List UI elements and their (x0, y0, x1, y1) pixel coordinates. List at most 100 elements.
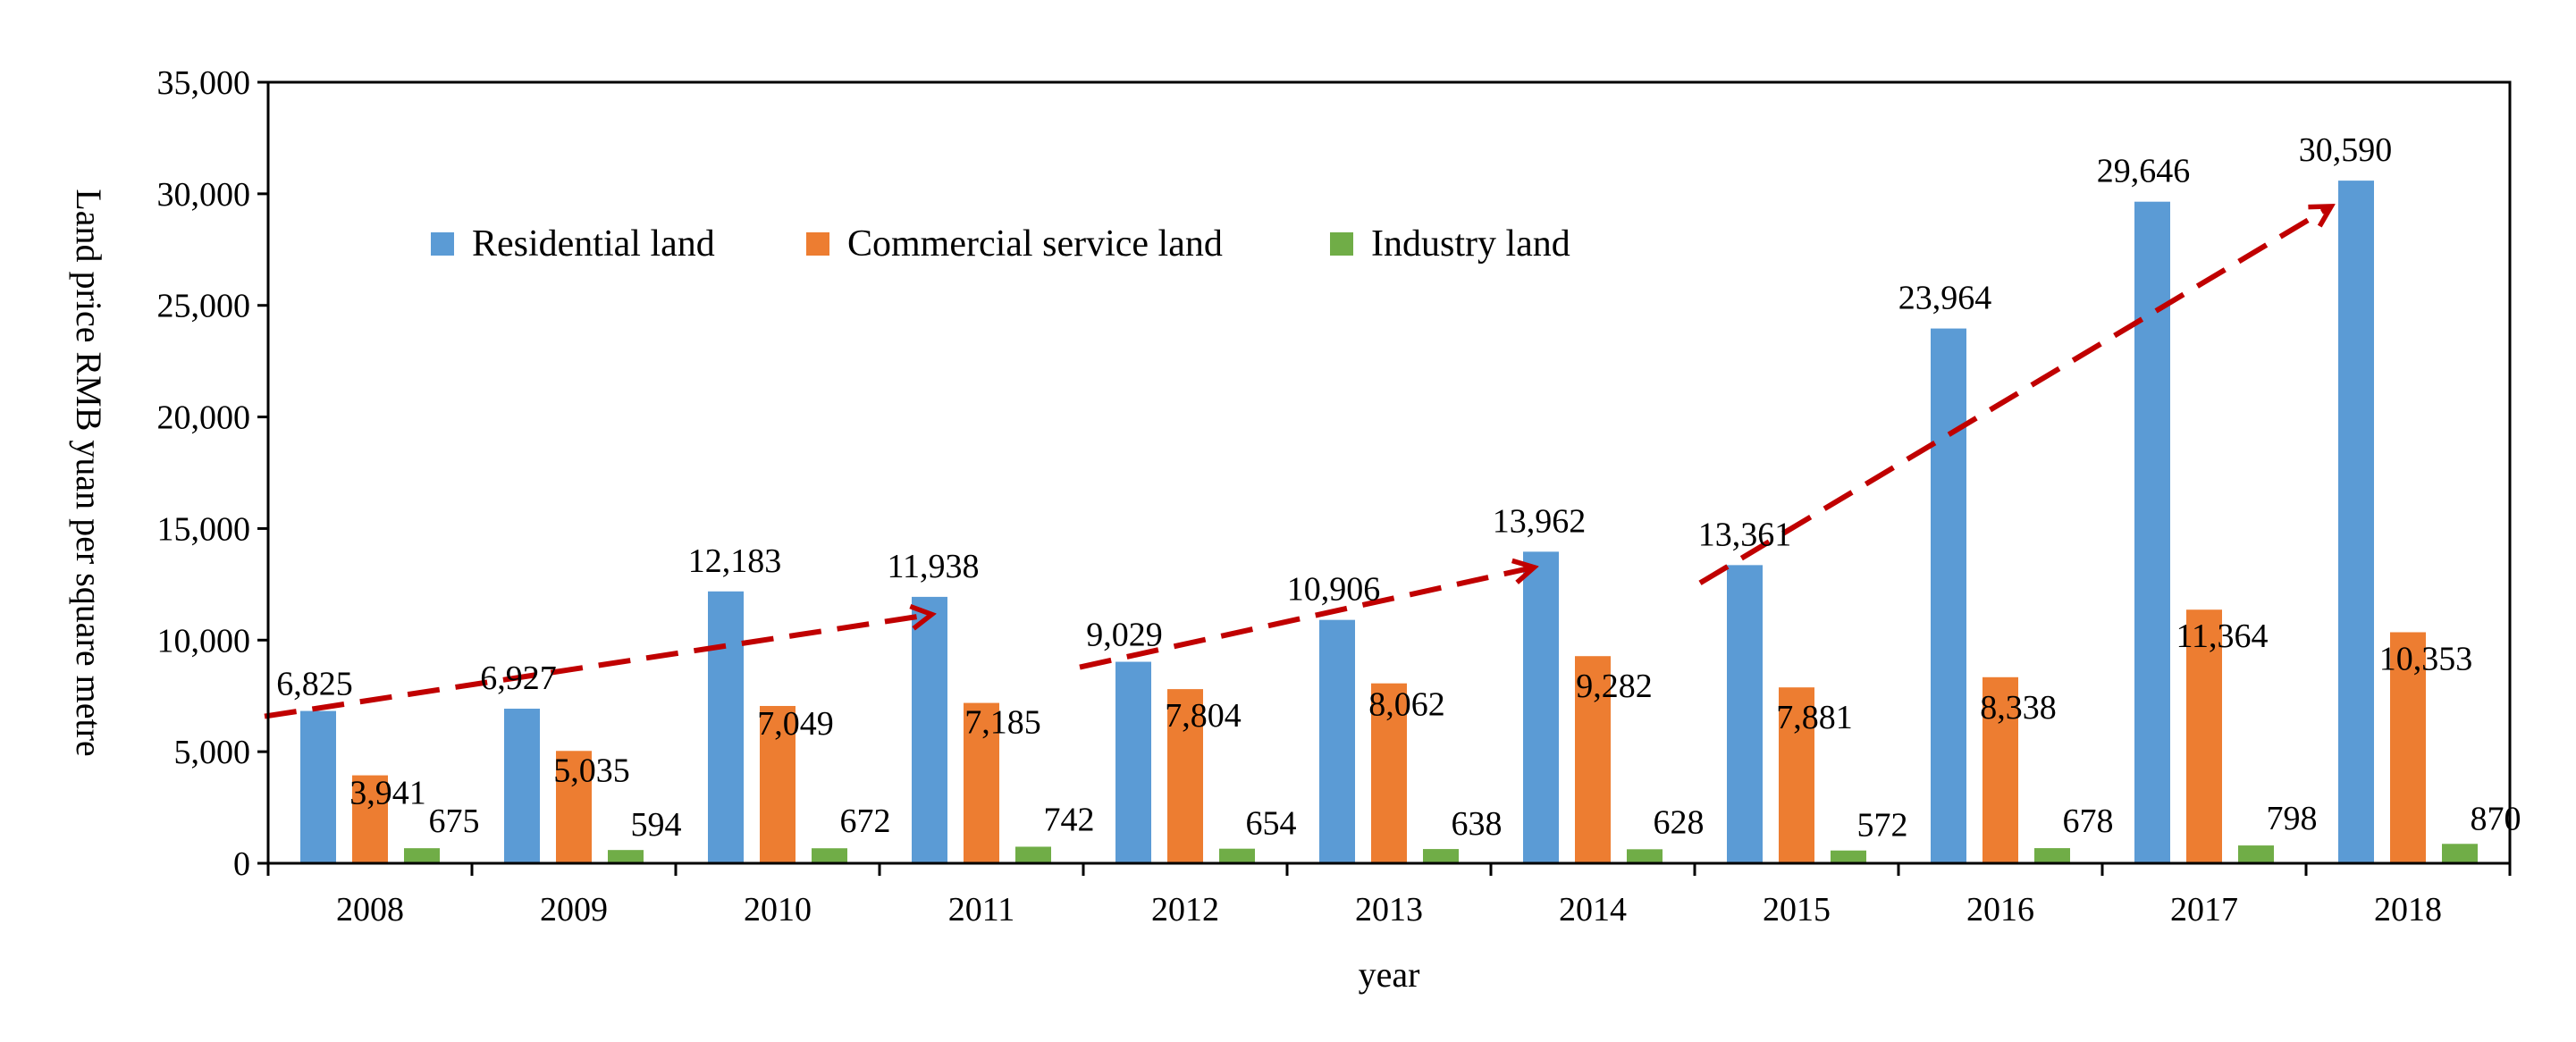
data-label-residential-land-2018: 30,590 (2299, 131, 2393, 169)
legend-label-residential-land: Residential land (472, 223, 715, 265)
bar-commercial-service-land-2016 (1983, 676, 2018, 863)
data-label-commercial-service-land-2009: 5,035 (553, 752, 630, 789)
bar-residential-land-2015 (1727, 565, 1763, 863)
x-tick-label-2013: 2013 (1355, 891, 1423, 929)
bar-commercial-service-land-2014 (1575, 656, 1611, 863)
y-tick-label: 25,000 (157, 288, 251, 325)
data-label-residential-land-2016: 23,964 (1898, 280, 1992, 317)
y-tick-label: 15,000 (157, 510, 251, 548)
bar-industry-land-2014 (1627, 849, 1663, 863)
data-label-residential-land-2009: 6,927 (480, 660, 557, 697)
bar-industry-land-2015 (1831, 850, 1866, 863)
data-label-commercial-service-land-2012: 7,804 (1165, 697, 1242, 735)
data-label-residential-land-2015: 13,361 (1698, 516, 1792, 553)
y-tick-label: 35,000 (157, 64, 251, 102)
data-label-residential-land-2017: 29,646 (2097, 153, 2191, 190)
data-label-residential-land-2012: 9,029 (1086, 617, 1163, 654)
y-tick-label: 5,000 (174, 734, 251, 771)
legend: Residential land Commercial service land I… (431, 223, 1570, 265)
x-tick-label-2009: 2009 (540, 891, 608, 929)
bar-industry-land-2011 (1015, 846, 1051, 863)
x-tick-label-2012: 2012 (1151, 891, 1219, 929)
data-label-industry-land-2017: 798 (2267, 800, 2318, 837)
data-label-commercial-service-land-2011: 7,185 (964, 704, 1041, 742)
data-label-industry-land-2013: 638 (1452, 805, 1503, 843)
axes: 0 5,000 10,000 15,000 20,000 25,000 30,000 35,0… (69, 64, 2512, 995)
bar-commercial-service-land-2008 (352, 775, 388, 863)
data-label-industry-land-2018: 870 (2471, 800, 2521, 837)
x-tick-label-2008: 2008 (336, 891, 404, 929)
x-tick-label-2015: 2015 (1763, 891, 1831, 929)
data-label-commercial-service-land-2018: 10,353 (2379, 640, 2473, 677)
y-tick-label: 10,000 (157, 622, 251, 660)
data-label-industry-land-2014: 628 (1654, 803, 1705, 841)
bar-industry-land-2016 (2034, 848, 2070, 863)
x-tick-label-2014: 2014 (1559, 891, 1627, 929)
y-tick-label: 30,000 (157, 176, 251, 214)
trend-arrow-2015-2018 (1698, 207, 2329, 585)
data-label-commercial-service-land-2016: 8,338 (1980, 689, 2057, 727)
y-axis-title: Land price RMB yuan per square metre (69, 189, 109, 756)
data-label-industry-land-2009: 594 (631, 806, 682, 844)
bar-commercial-service-land-2015 (1779, 687, 1814, 863)
bar-commercial-service-land-2009 (556, 751, 592, 863)
legend-label-commercial-service-land: Commercial service land (847, 223, 1223, 265)
bar-residential-land-2008 (300, 710, 336, 863)
legend-label-industry-land: Industry land (1371, 223, 1570, 265)
trend-arrow-2012-2014 (1079, 567, 1532, 670)
bar-residential-land-2017 (2134, 201, 2170, 863)
bar-industry-land-2013 (1423, 849, 1459, 863)
bar-industry-land-2008 (404, 848, 440, 863)
x-tick-label-2017: 2017 (2170, 891, 2238, 929)
plot-frame (266, 80, 2512, 865)
data-label-commercial-service-land-2008: 3,941 (349, 775, 426, 812)
bar-industry-land-2018 (2442, 844, 2478, 863)
data-label-commercial-service-land-2013: 8,062 (1368, 686, 1445, 724)
bar-commercial-service-land-2018 (2390, 632, 2426, 863)
legend-swatch-commercial-service-land (806, 232, 829, 256)
data-label-industry-land-2016: 678 (2063, 803, 2114, 840)
x-axis-title: year (1359, 954, 1420, 995)
data-label-residential-land-2010: 12,183 (688, 542, 782, 580)
data-label-industry-land-2012: 654 (1246, 805, 1297, 843)
y-tick-label: 0 (233, 845, 250, 883)
trend-arrows (264, 207, 2329, 719)
bar-residential-land-2014 (1523, 551, 1559, 863)
bar-industry-land-2009 (608, 850, 644, 863)
bar-industry-land-2017 (2238, 845, 2274, 863)
data-label-commercial-service-land-2010: 7,049 (757, 705, 834, 743)
data-label-industry-land-2008: 675 (429, 803, 480, 840)
bar-commercial-service-land-2010 (760, 705, 796, 863)
data-label-commercial-service-land-2015: 7,881 (1776, 699, 1853, 736)
trend-arrow-2008-2011 (264, 615, 930, 719)
bar-industry-land-2012 (1219, 848, 1255, 863)
bar-commercial-service-land-2012 (1167, 689, 1203, 863)
bar-residential-land-2012 (1115, 661, 1151, 863)
data-label-commercial-service-land-2014: 9,282 (1576, 668, 1653, 705)
bar-commercial-service-land-2017 (2186, 609, 2222, 863)
bar-industry-land-2010 (812, 848, 847, 863)
x-tick-label-2010: 2010 (744, 891, 812, 929)
data-label-residential-land-2013: 10,906 (1287, 571, 1381, 609)
data-label-commercial-service-land-2017: 11,364 (2176, 618, 2268, 655)
bar-residential-land-2011 (912, 596, 947, 863)
data-label-industry-land-2015: 572 (1857, 807, 1908, 845)
x-tick-label-2018: 2018 (2374, 891, 2442, 929)
data-labels: 6,825 6,927 12,183 11,938 9,029 10,906 13,962 1… (276, 131, 2521, 845)
data-label-residential-land-2014: 13,962 (1493, 502, 1587, 540)
bar-residential-land-2009 (504, 709, 540, 863)
legend-swatch-residential-land (431, 232, 454, 256)
bar-commercial-service-land-2013 (1371, 683, 1407, 863)
bar-residential-land-2013 (1319, 619, 1355, 863)
bars-layer (300, 181, 2478, 863)
data-label-industry-land-2010: 672 (840, 803, 891, 840)
bar-commercial-service-land-2011 (964, 702, 999, 863)
legend-swatch-industry-land (1330, 232, 1353, 256)
y-tick-label: 20,000 (157, 399, 251, 437)
bar-residential-land-2010 (708, 591, 744, 863)
bar-residential-land-2016 (1931, 328, 1966, 863)
data-label-residential-land-2011: 11,938 (887, 548, 979, 585)
data-label-industry-land-2011: 742 (1044, 801, 1095, 838)
x-tick-label-2016: 2016 (1966, 891, 2034, 929)
